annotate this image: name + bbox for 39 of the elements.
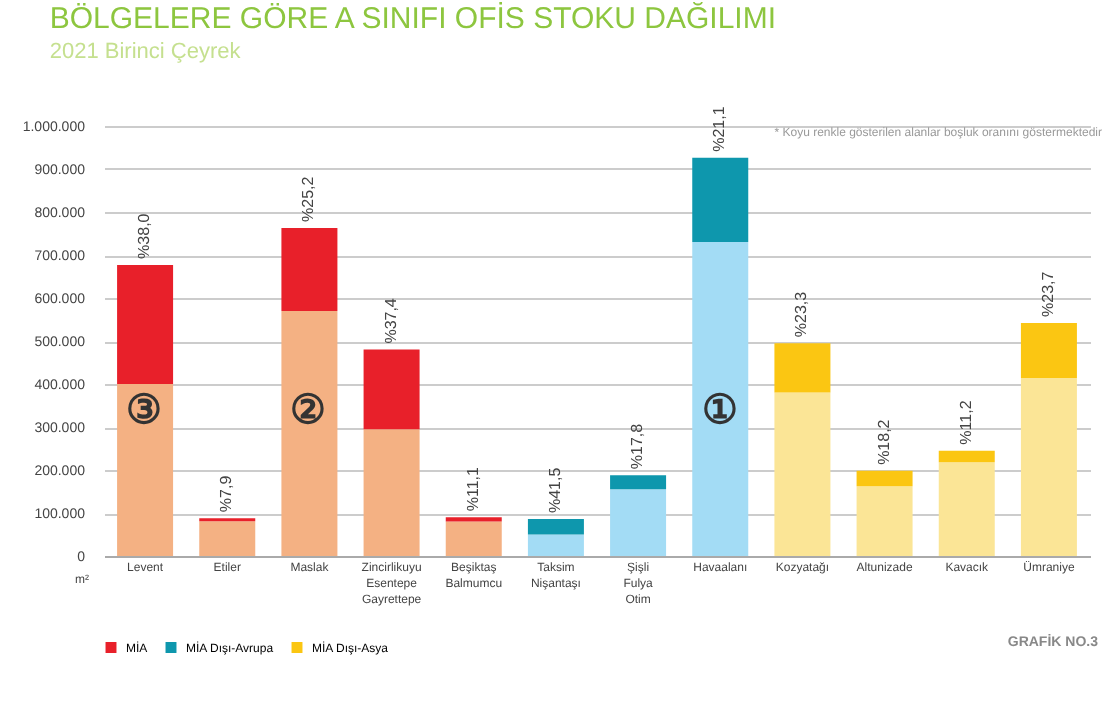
- bar: [610, 475, 667, 490]
- annotation: %11,2: [956, 399, 975, 445]
- bar: [774, 392, 831, 556]
- bar: [363, 349, 420, 430]
- bar: [117, 384, 174, 556]
- chart-subtitle: 2021 Birinci Çeyrek: [49, 40, 242, 65]
- annotation: %23,3: [792, 290, 811, 338]
- chart-title: BÖLGELERE GÖRE A SINIFI OFİS STOKU DAĞILIMI: [49, 0, 777, 37]
- bar: [938, 462, 995, 556]
- annotation: ①: [702, 387, 738, 435]
- annotation: %18,2: [874, 418, 893, 465]
- bar: [938, 450, 995, 463]
- bar: [1020, 322, 1077, 378]
- annotation: %23,7: [1038, 270, 1057, 317]
- bar: [692, 242, 749, 556]
- annotation: %11,1: [463, 466, 482, 512]
- annotation: %21,1: [710, 105, 729, 152]
- bar: [281, 310, 338, 556]
- annotation: ③: [126, 387, 162, 435]
- bar: [117, 264, 174, 384]
- bar: [856, 486, 913, 556]
- bar: [527, 534, 584, 556]
- bar: [692, 157, 749, 243]
- annotation: %41,5: [545, 466, 564, 514]
- bar: [610, 489, 667, 556]
- annotation: %38,0: [135, 212, 154, 259]
- annotation: %7,9: [217, 474, 236, 513]
- bar: [856, 470, 913, 487]
- bar: [1020, 377, 1077, 556]
- annotation: %25,2: [299, 175, 318, 222]
- bar: [199, 521, 256, 556]
- annotation: %37,4: [381, 297, 400, 344]
- annotation: ②: [290, 387, 326, 435]
- bar: [363, 429, 420, 556]
- bar: [774, 343, 831, 393]
- bar: [527, 519, 584, 535]
- bar: [445, 521, 502, 556]
- annotation: %17,8: [628, 422, 647, 470]
- bar: [281, 227, 338, 311]
